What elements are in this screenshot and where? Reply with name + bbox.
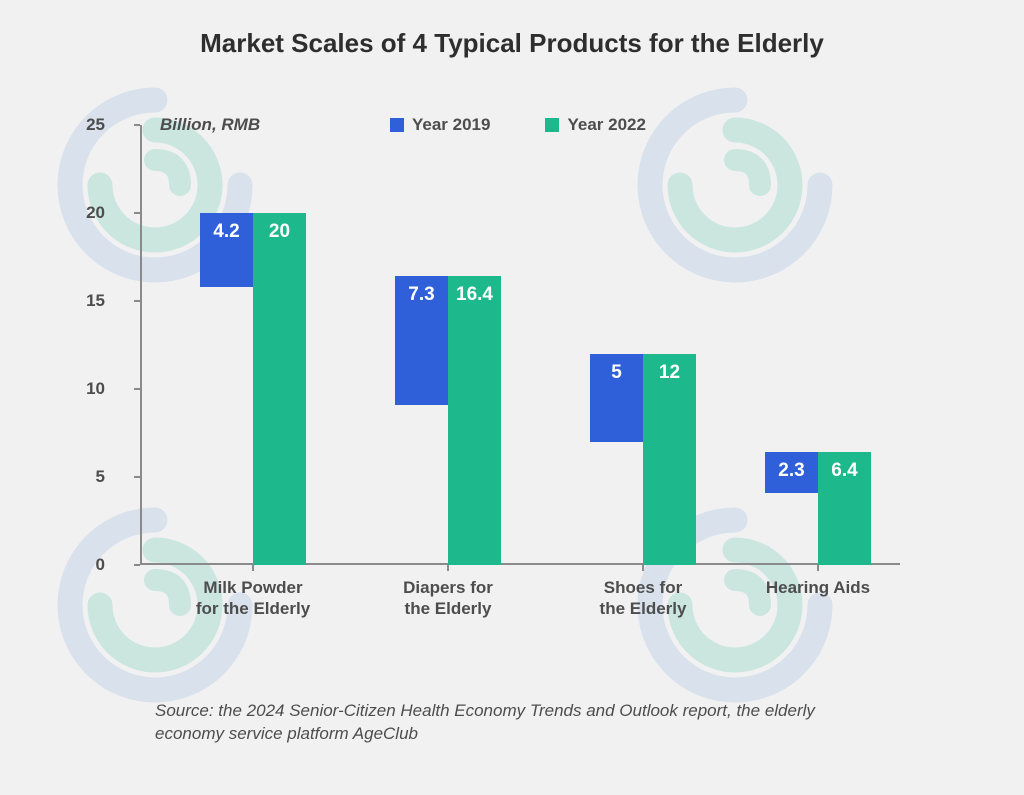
x-tick [252,565,254,571]
x-category-label: Shoes forthe Elderly [563,577,723,620]
bar: 4.2 [200,213,253,287]
bar: 5 [590,354,643,442]
chart-container: Billion, RMB Year 2019Year 2022 05101520… [100,110,920,630]
bar-value-label: 20 [253,221,306,243]
bar-group: 7.316.4 [395,276,501,565]
bar-group: 4.220 [200,213,306,565]
bar-group: 2.36.4 [765,452,871,565]
plot-area: 0510152025 4.2207.316.45122.36.4 Milk Po… [140,125,900,565]
bar-group: 512 [590,354,696,565]
y-tick [134,300,140,302]
y-tick [134,476,140,478]
bar-value-label: 6.4 [818,460,871,482]
bar: 20 [253,213,306,565]
bar-value-label: 7.3 [395,284,448,306]
bar: 6.4 [818,452,871,565]
chart-title: Market Scales of 4 Typical Products for … [0,0,1024,59]
x-category-label: Diapers forthe Elderly [368,577,528,620]
bar-value-label: 16.4 [448,284,501,306]
y-tick-label: 5 [96,467,105,487]
y-tick [134,124,140,126]
y-tick-label: 20 [86,203,105,223]
bar: 16.4 [448,276,501,565]
y-tick [134,564,140,566]
y-tick-label: 25 [86,115,105,135]
bar: 2.3 [765,452,818,492]
bar: 7.3 [395,276,448,404]
y-tick-label: 10 [86,379,105,399]
x-tick [447,565,449,571]
bar-value-label: 2.3 [765,460,818,482]
x-category-label: Hearing Aids [738,577,898,598]
source-text: Source: the 2024 Senior-Citizen Health E… [155,700,875,746]
y-tick-label: 15 [86,291,105,311]
y-tick [134,388,140,390]
bar: 12 [643,354,696,565]
x-tick [817,565,819,571]
y-tick-label: 0 [96,555,105,575]
bar-value-label: 5 [590,362,643,384]
x-category-label: Milk Powderfor the Elderly [173,577,333,620]
bar-value-label: 12 [643,362,696,384]
y-tick [134,212,140,214]
x-tick [642,565,644,571]
bar-value-label: 4.2 [200,221,253,243]
